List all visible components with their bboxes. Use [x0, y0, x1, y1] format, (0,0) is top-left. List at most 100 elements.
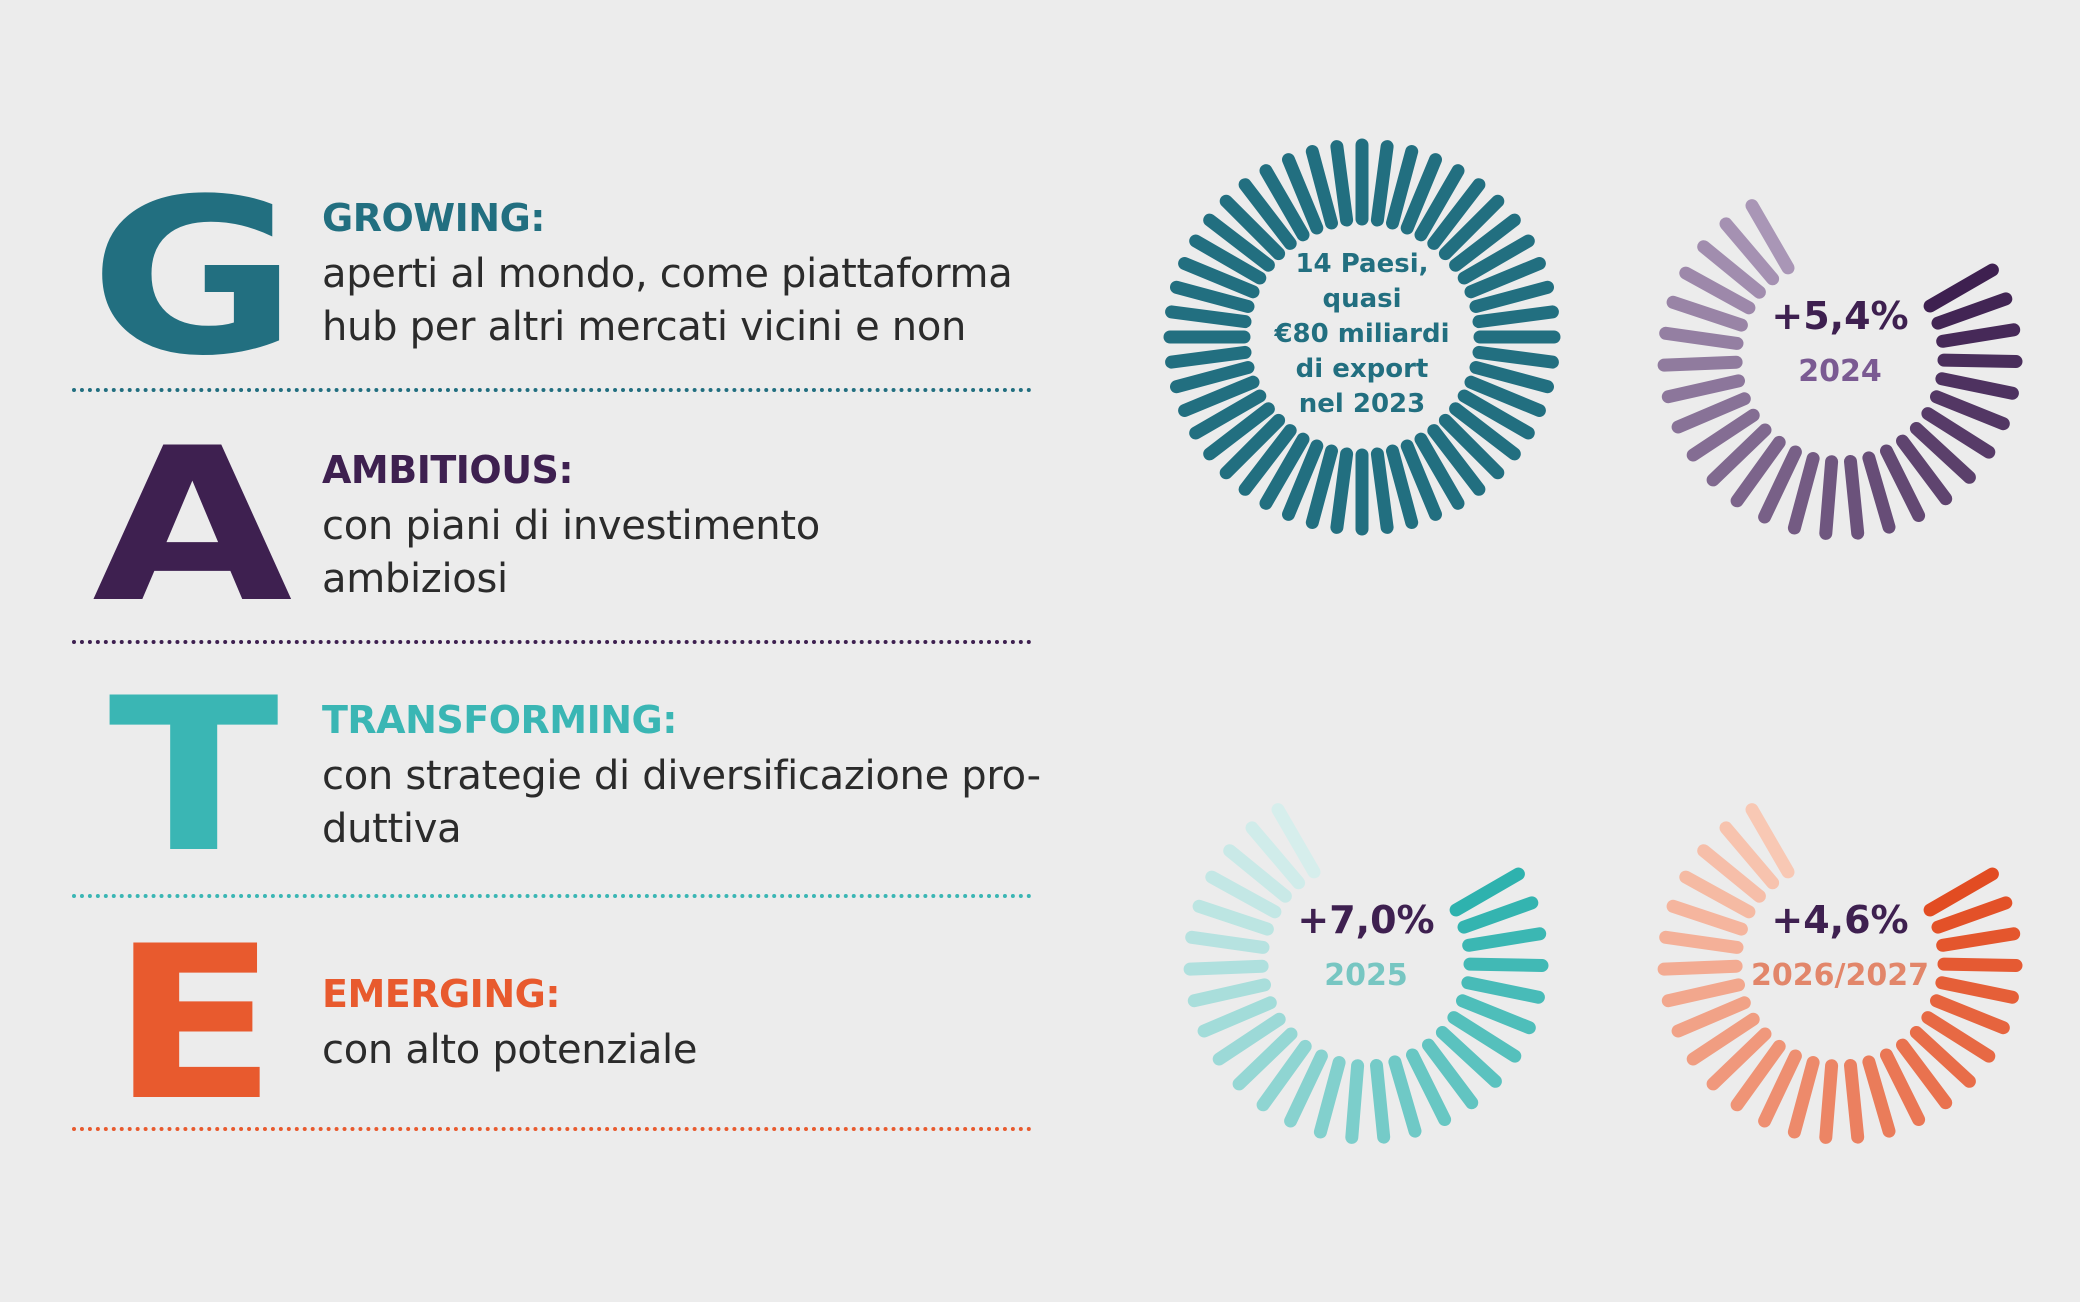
- gauge-2026-tick: [1819, 1059, 1839, 1144]
- gauge-2025-tick: [1447, 1011, 1522, 1063]
- gauge-export-tick: [1203, 402, 1275, 461]
- gauge-export-tick: [1178, 257, 1260, 299]
- gauge-2024-tick: [1819, 455, 1839, 540]
- gauge-2026-tick: [1758, 1049, 1802, 1128]
- gauge-2025-tick: [1197, 996, 1277, 1038]
- heading-emerging: EMERGING:: [322, 972, 561, 1016]
- gauge-2025-tick: [1313, 1056, 1346, 1139]
- gauge-2024-value: +5,4%: [1771, 294, 1908, 338]
- heading-growing: GROWING:: [322, 196, 546, 240]
- gauge-2025-tick: [1245, 821, 1306, 890]
- gauge-2026-tick: [1679, 870, 1756, 919]
- gauge-export-tick: [1449, 402, 1521, 461]
- gauge-2025-tick: [1183, 959, 1269, 976]
- gauge-2024-tick: [1935, 372, 2019, 400]
- gauge-2025-tick: [1232, 1027, 1298, 1091]
- gauge-2025-tick: [1463, 957, 1549, 972]
- gauge-2026-year: 2026/2027: [1751, 958, 1929, 993]
- gauge-2025-tick: [1449, 867, 1525, 917]
- gauge-export-tick: [1178, 375, 1260, 417]
- gauge-2025-tick: [1461, 976, 1545, 1004]
- gauge-2026-tick: [1923, 867, 1999, 917]
- gauge-2026-tick: [1909, 1026, 1976, 1088]
- gauge-export: [1163, 138, 1561, 536]
- gauge-export-tick: [1438, 413, 1505, 480]
- gauge-2024: [1657, 199, 2023, 540]
- gauge-2025-tick: [1192, 899, 1274, 936]
- divider-transforming: [72, 894, 1032, 898]
- gauge-2026-tick: [1745, 803, 1795, 879]
- gauge-export-tick: [1464, 375, 1546, 417]
- gauge-2024-year: 2024: [1798, 354, 1882, 389]
- gauge-export-tick: [1238, 424, 1297, 496]
- gauge-2026-tick: [1686, 1012, 1760, 1066]
- gauge-2025-tick: [1345, 1059, 1365, 1144]
- gauge-2026-tick: [1671, 996, 1751, 1038]
- gauge-2026-tick: [1719, 821, 1780, 890]
- gauge-2026-tick: [1862, 1055, 1896, 1138]
- export-line-3: €80 miliardi: [1273, 319, 1449, 349]
- gauge-export-tick: [1386, 444, 1419, 529]
- gauge-export-tick: [1305, 145, 1338, 230]
- gauge-export-tick: [1472, 345, 1559, 369]
- gauge-export-tick: [1170, 280, 1255, 313]
- gauge-2024-tick: [1787, 452, 1820, 535]
- desc-growing-line1: aperti al mondo, come piattaforma: [322, 251, 1013, 297]
- gauge-2024-tick: [1719, 217, 1780, 286]
- desc-ambitious-line1: con piani di investimento: [322, 503, 820, 549]
- gauge-2024-tick: [1936, 323, 2021, 348]
- gauge-2026-tick: [1657, 959, 1743, 976]
- gauge-export-tick: [1427, 424, 1486, 496]
- gauge-export-tick: [1165, 345, 1252, 369]
- gauge-2025-tick: [1406, 1048, 1452, 1126]
- desc-transforming-line1: con strategie di diversificazione pro-: [322, 753, 1041, 799]
- gauge-2025-tick: [1212, 1012, 1286, 1066]
- gauge-2024-tick: [1862, 451, 1896, 534]
- gauge-2026-tick: [1930, 994, 2010, 1035]
- gauge-2026-tick: [1936, 927, 2021, 952]
- gauge-export-tick: [1400, 439, 1442, 521]
- letter-e: E: [110, 900, 278, 1147]
- gauge-2025-tick: [1370, 1059, 1391, 1144]
- gauge-2026-tick: [1787, 1056, 1820, 1139]
- gauge-export-tick: [1464, 257, 1546, 299]
- gauge-export-tick: [1414, 432, 1465, 510]
- heading-transforming: TRANSFORMING:: [322, 698, 677, 742]
- gauge-2024-tick: [1706, 423, 1772, 487]
- gauge-export-tick: [1305, 444, 1338, 529]
- gauge-export-tick: [1469, 280, 1554, 313]
- gauge-2024-tick: [1745, 199, 1795, 275]
- gauge-2024-tick: [1880, 444, 1926, 522]
- gauge-export-tick: [1219, 413, 1286, 480]
- gauge-2024-tick: [1937, 353, 2023, 368]
- gauge-export-tick: [1449, 213, 1521, 272]
- gauge-export-tick: [1400, 153, 1442, 235]
- gauge-export-tick: [1282, 153, 1324, 235]
- gauge-export-tick: [1219, 194, 1286, 261]
- gauge-export-tick: [1330, 140, 1354, 227]
- desc-ambitious-line2: ambiziosi: [322, 556, 508, 602]
- gauge-2024-tick: [1671, 392, 1751, 434]
- gauge-2024-tick: [1686, 408, 1760, 462]
- gauge-export-tick: [1259, 432, 1310, 510]
- gauge-2024-tick: [1730, 435, 1786, 508]
- divider-emerging: [72, 1127, 1032, 1131]
- gauge-2024-tick: [1930, 390, 2010, 431]
- gauge-2024-tick: [1661, 374, 1745, 404]
- gauge-2025-tick: [1271, 803, 1321, 879]
- gauge-2025-tick: [1422, 1038, 1479, 1110]
- gauge-2026-tick: [1931, 896, 2013, 934]
- export-line-2: quasi: [1322, 284, 1401, 314]
- gauge-2024-tick: [1909, 422, 1976, 484]
- gauge-export-tick: [1414, 164, 1465, 242]
- gauge-2024-tick: [1921, 407, 1996, 459]
- gauge-2024-tick: [1666, 295, 1748, 332]
- gauge-2025-tick: [1457, 896, 1539, 934]
- gauge-2025-tick: [1205, 870, 1282, 919]
- gauge-2024-tick: [1896, 434, 1953, 506]
- gauge-export-tick: [1170, 361, 1255, 394]
- gauge-2026-tick: [1896, 1038, 1953, 1110]
- divider-growing: [72, 388, 1032, 392]
- gauge-2024-tick: [1679, 266, 1756, 315]
